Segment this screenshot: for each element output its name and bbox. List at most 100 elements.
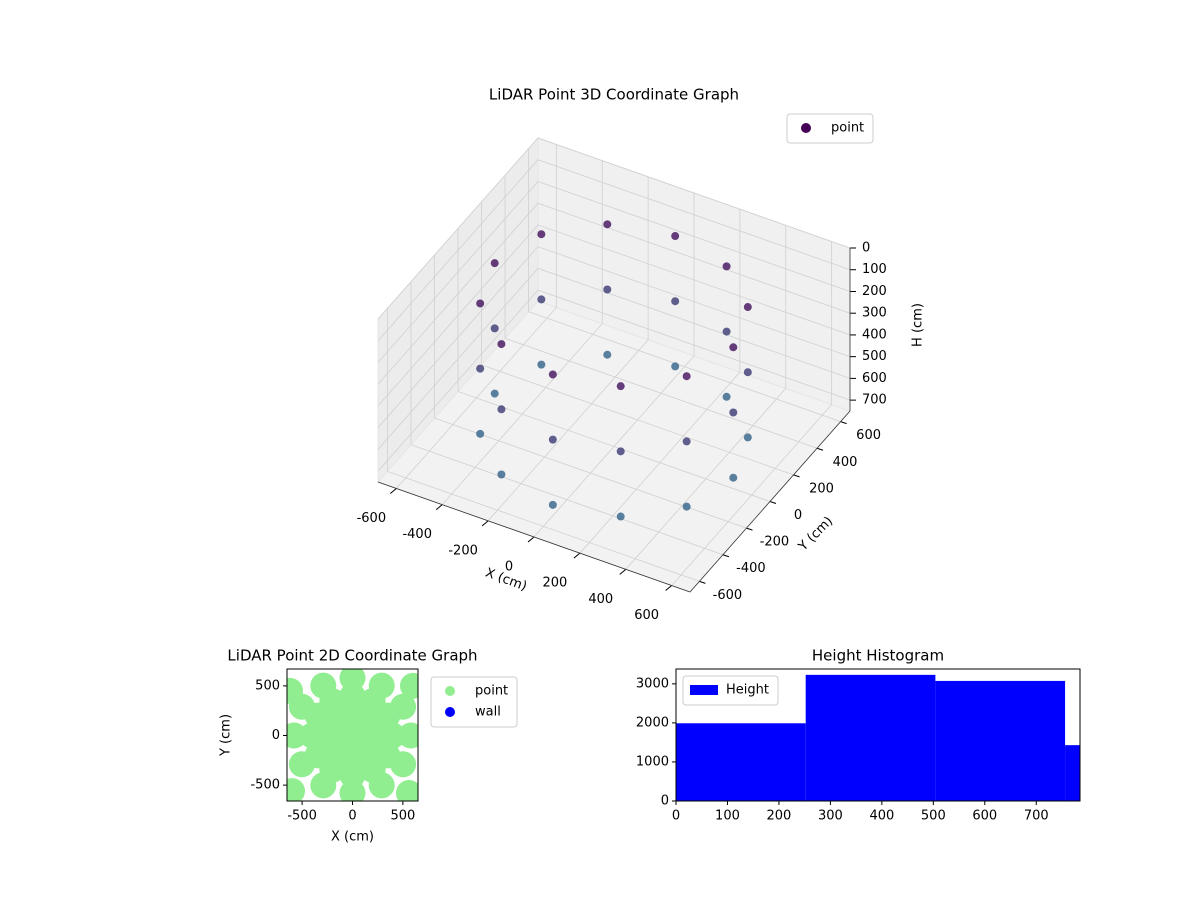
point — [682, 372, 691, 381]
y-axis-label: Y (cm) — [219, 714, 234, 757]
chart-title: LiDAR Point 2D Coordinate Graph — [227, 647, 477, 665]
point — [603, 220, 612, 229]
axes-frame — [286, 668, 419, 802]
point — [310, 772, 337, 799]
grid-line — [377, 181, 851, 363]
plot-layer — [287, 669, 418, 801]
point — [287, 778, 306, 801]
y-tick-label: 0 — [661, 794, 669, 809]
y-tick-label: -600 — [713, 588, 743, 603]
point — [310, 672, 337, 699]
grid-line — [579, 209, 741, 554]
point — [743, 303, 752, 312]
chart-title: Height Histogram — [812, 647, 944, 665]
x-tick — [665, 585, 672, 591]
x-tick — [481, 520, 489, 527]
point — [368, 772, 395, 799]
x-tick — [573, 552, 581, 559]
y-tick-label: 400 — [833, 455, 858, 470]
point — [287, 677, 304, 704]
y-tick — [722, 554, 730, 558]
grid-line — [487, 176, 649, 522]
point — [548, 370, 557, 379]
legend-label: wall — [475, 705, 501, 720]
x-tick-label: 100 — [715, 809, 740, 824]
point — [490, 389, 499, 398]
point — [722, 262, 731, 271]
z-tick-label: 700 — [862, 393, 887, 408]
point — [339, 682, 366, 709]
x-tick-label: 0 — [348, 809, 356, 824]
z-tick-label: 100 — [862, 262, 887, 277]
point — [390, 751, 417, 778]
axis-line — [689, 410, 851, 593]
z-axis-label: H (cm) — [911, 303, 926, 347]
point — [729, 343, 738, 352]
axes-frame — [675, 668, 1081, 802]
point — [743, 433, 752, 442]
grid-line — [377, 246, 851, 428]
grid-line — [625, 225, 787, 570]
grid-line — [377, 224, 851, 407]
y-tick-label: 600 — [856, 428, 881, 443]
grid-line — [533, 193, 695, 538]
point — [722, 327, 731, 336]
legend-box — [682, 675, 779, 706]
point — [603, 285, 612, 294]
point — [339, 780, 366, 801]
axis-line — [377, 481, 691, 593]
grid-line — [387, 308, 700, 582]
grid-line — [504, 175, 818, 449]
x-tick-label: 300 — [818, 809, 843, 824]
x-tick — [390, 488, 397, 494]
legend-marker — [445, 707, 455, 717]
point — [497, 405, 506, 414]
y-tick-label: 0 — [272, 728, 280, 743]
x-tick-label: 500 — [921, 809, 946, 824]
legend-swatch — [690, 685, 718, 695]
point — [339, 669, 366, 691]
bar — [1065, 745, 1080, 801]
y-tick — [699, 580, 706, 584]
grid-line — [671, 241, 833, 586]
bar — [935, 680, 1066, 801]
y-tick-label: 0 — [794, 508, 802, 523]
grid-line — [377, 267, 851, 450]
point — [671, 362, 680, 371]
x-tick-label: -400 — [402, 527, 432, 542]
y-tick-label: -500 — [250, 778, 280, 793]
y-tick-label: 200 — [809, 481, 834, 496]
x-tick-label: 600 — [972, 809, 997, 824]
point — [603, 350, 612, 359]
point — [548, 435, 557, 444]
y-tick-label: -200 — [760, 535, 790, 550]
x-tick-label: -600 — [357, 511, 387, 526]
point — [616, 512, 625, 521]
point — [548, 500, 557, 509]
grid-line — [377, 159, 851, 341]
point — [729, 473, 738, 482]
bar — [805, 674, 936, 801]
x-tick-label: 400 — [869, 809, 894, 824]
x-tick-label: 600 — [634, 608, 659, 623]
point — [397, 722, 418, 749]
point — [379, 722, 406, 749]
legend-label: point — [475, 684, 508, 699]
x-tick — [527, 536, 535, 543]
y-tick-label: 1000 — [636, 754, 669, 769]
point — [476, 364, 485, 373]
y-tick — [793, 474, 800, 478]
grid-line — [434, 255, 747, 529]
x-tick-label: 400 — [588, 592, 613, 607]
point — [537, 360, 546, 369]
point — [722, 392, 731, 401]
z-tick-label: 500 — [862, 349, 887, 364]
legend-marker — [445, 686, 455, 696]
grid-line — [457, 228, 771, 502]
y-tick-label: 500 — [255, 678, 280, 693]
x-tick — [619, 568, 627, 575]
legend-marker — [801, 123, 811, 133]
grid-line — [396, 144, 557, 489]
point — [490, 324, 499, 333]
